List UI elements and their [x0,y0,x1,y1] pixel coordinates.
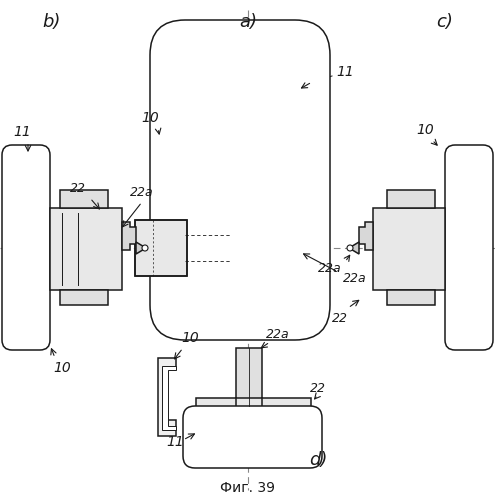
Circle shape [142,245,148,251]
Circle shape [347,245,353,251]
Polygon shape [349,242,359,254]
Text: 10: 10 [141,111,159,125]
FancyBboxPatch shape [445,145,493,350]
Text: 22: 22 [70,182,86,194]
Bar [60,290,108,305]
Polygon shape [122,222,136,250]
Text: 10: 10 [53,361,71,375]
Polygon shape [158,358,176,436]
Polygon shape [359,222,373,250]
Text: Фиг. 39: Фиг. 39 [220,481,276,495]
Text: 22a: 22a [318,262,342,274]
Text: a): a) [239,13,257,31]
Text: 10: 10 [416,123,434,137]
FancyBboxPatch shape [150,20,330,340]
Text: b): b) [43,13,61,31]
Polygon shape [136,242,146,254]
Bar [373,208,445,290]
Text: 10: 10 [181,331,199,345]
Bar [50,208,122,290]
Text: 22: 22 [310,382,326,394]
Text: d): d) [309,451,327,469]
Text: 11: 11 [166,435,184,449]
Text: 22: 22 [332,312,348,324]
Text: 22a: 22a [343,272,367,284]
FancyBboxPatch shape [183,406,322,468]
Text: 11: 11 [13,125,31,139]
Text: 22a: 22a [266,328,290,342]
Text: 22a: 22a [130,186,154,198]
Text: c): c) [437,13,453,31]
Bar [135,220,187,276]
Polygon shape [162,366,176,430]
Text: 11: 11 [336,65,354,79]
Bar [60,190,108,208]
Bar [196,398,311,416]
Bar [387,290,435,305]
Bar [236,348,262,406]
FancyBboxPatch shape [2,145,50,350]
Bar [387,190,435,208]
Bar [135,220,187,276]
